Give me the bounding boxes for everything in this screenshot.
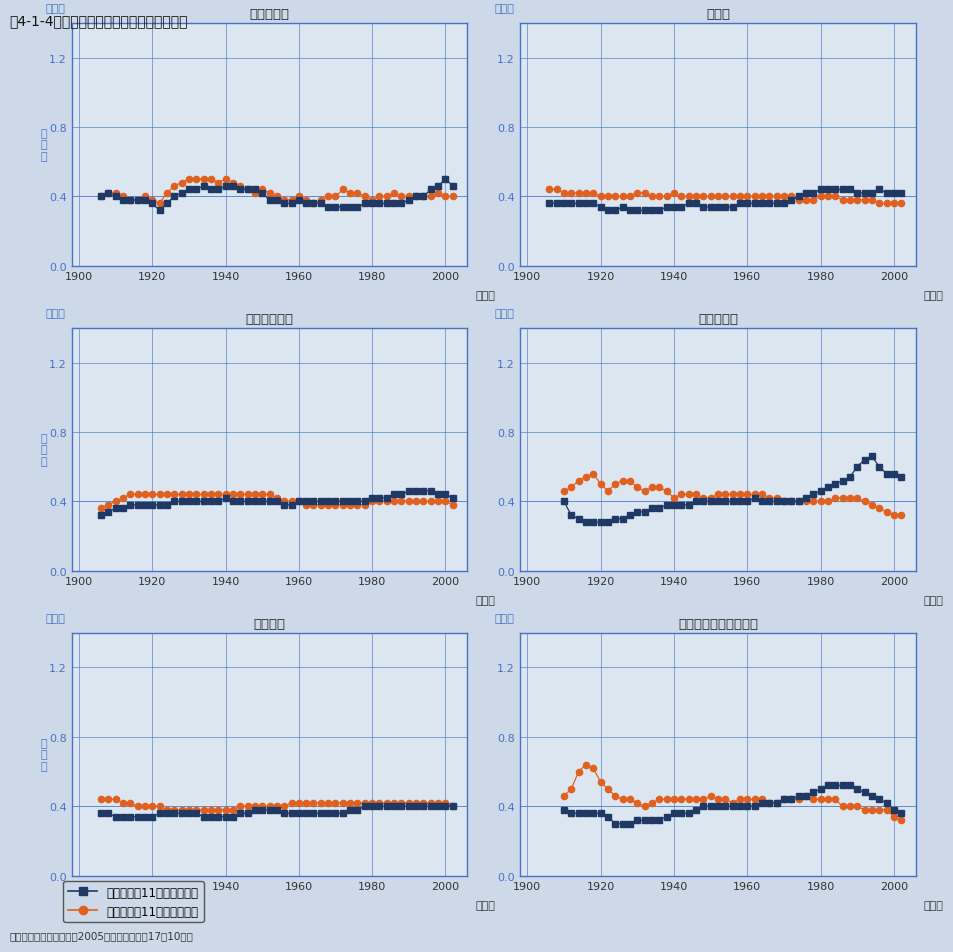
Text: （年）: （年） <box>475 291 495 301</box>
Title: ヨーロッパ域: ヨーロッパ域 <box>245 313 294 326</box>
Text: （年）: （年） <box>475 901 495 910</box>
Title: シベリア域: シベリア域 <box>250 9 289 21</box>
Text: （回）: （回） <box>46 4 66 14</box>
Text: 出典：異常気象レポート2005（気象庁、平成17年10月）: 出典：異常気象レポート2005（気象庁、平成17年10月） <box>10 931 193 941</box>
Text: （回）: （回） <box>494 308 514 319</box>
Title: インド域: インド域 <box>253 618 285 630</box>
Y-axis label: 出
現
数: 出 現 数 <box>40 738 47 771</box>
Text: （年）: （年） <box>923 596 943 605</box>
Y-axis label: 出
現
数: 出 現 数 <box>40 129 47 162</box>
Title: 北米域: 北米域 <box>705 9 729 21</box>
Text: （年）: （年） <box>475 596 495 605</box>
Title: オーストラリア東部域: オーストラリア東部域 <box>678 618 757 630</box>
Text: （回）: （回） <box>46 613 66 624</box>
Text: （回）: （回） <box>494 613 514 624</box>
Text: （回）: （回） <box>46 308 66 319</box>
Text: （年）: （年） <box>923 291 943 301</box>
Text: 嘰4-1-4　異常多雨・少雨出現数の経年変化: 嘰4-1-4 異常多雨・少雨出現数の経年変化 <box>10 14 188 29</box>
Title: 南米南部域: 南米南部域 <box>698 313 737 326</box>
Text: （回）: （回） <box>494 4 514 14</box>
Legend: 異常多雨（11年移動平均）, 異常少雨（11年移動平均）: 異常多雨（11年移動平均）, 異常少雨（11年移動平均） <box>63 881 203 922</box>
Y-axis label: 出
現
数: 出 現 数 <box>40 433 47 466</box>
Text: （年）: （年） <box>923 901 943 910</box>
